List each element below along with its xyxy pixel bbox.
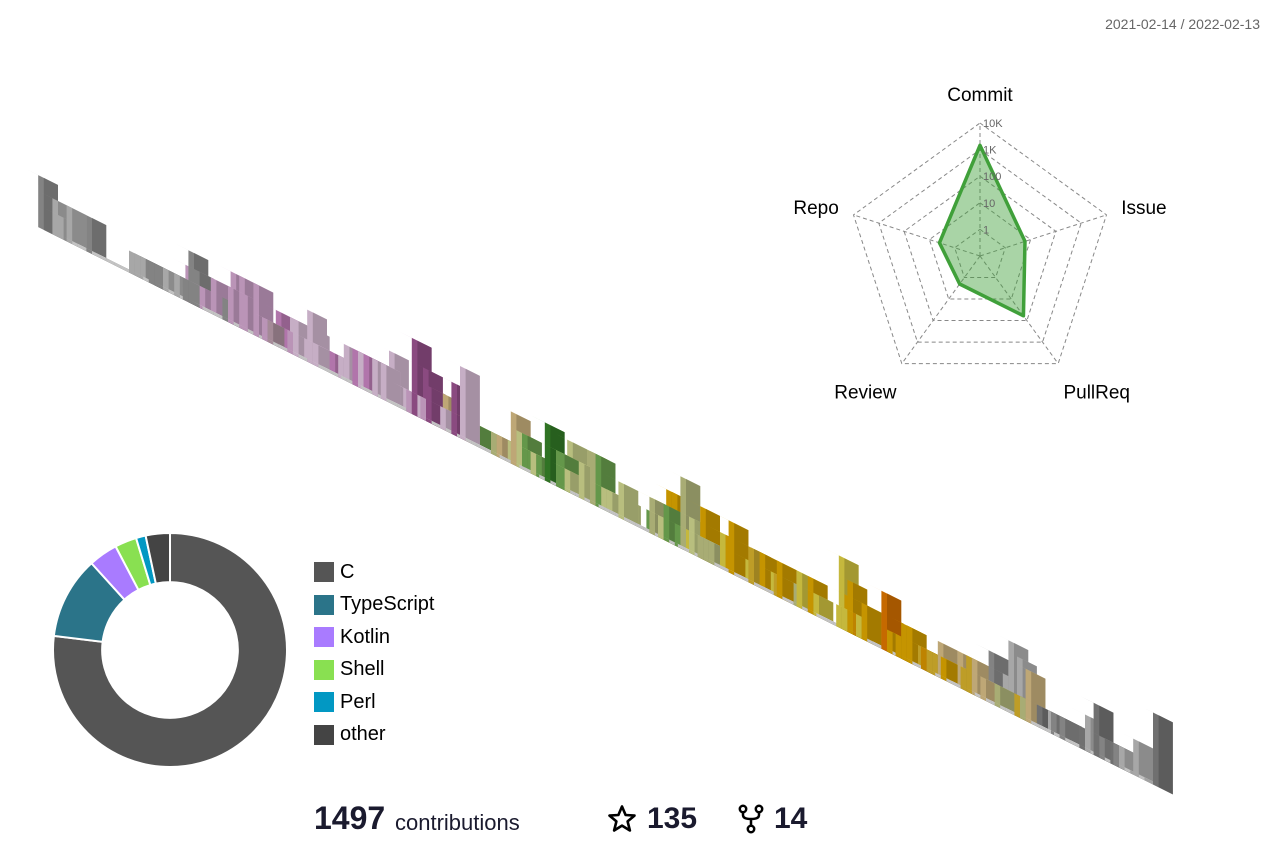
radar-axis-label: Commit — [947, 85, 1013, 106]
summary-footer: 1497 contributions 135 14 — [314, 800, 834, 840]
legend-label: TypeScript — [340, 593, 435, 616]
fork-icon — [738, 804, 764, 834]
legend-item: Perl — [314, 686, 434, 719]
contribution-count: 1497 — [314, 800, 386, 836]
contribution-label: contributions — [395, 810, 520, 835]
legend-label: Kotlin — [340, 625, 391, 648]
legend-item: C — [314, 556, 434, 589]
legend-swatch — [314, 659, 334, 680]
donut-slice — [144, 531, 171, 585]
forks-count: 14 — [774, 802, 808, 835]
calendar-day-cell — [847, 595, 882, 649]
calendar-day-cell — [253, 312, 288, 352]
radar-axis-label: Review — [834, 383, 897, 404]
forks-stat: 14 — [738, 802, 807, 836]
legend-item: Shell — [314, 654, 434, 687]
radar-scale-label: 100 — [983, 171, 1001, 183]
calendar-day-cell — [1119, 731, 1153, 785]
calendar-day-cell — [714, 513, 749, 583]
calendar-day-cell — [445, 358, 480, 448]
legend-item: other — [314, 719, 434, 752]
radar-axis-label: Issue — [1121, 198, 1166, 219]
legend-swatch — [314, 692, 334, 713]
radar-axis-label: Repo — [793, 198, 838, 219]
language-legend: C TypeScript Kotlin Shell Perl other — [314, 556, 434, 751]
donut-slice — [52, 531, 288, 768]
legend-swatch — [314, 724, 334, 745]
star-icon — [608, 805, 636, 832]
radar-scale-label: 1K — [983, 145, 997, 157]
legend-swatch — [314, 627, 334, 648]
radar-series — [937, 143, 1027, 318]
calendar-day-cell — [1138, 705, 1173, 795]
calendar-day-cell — [52, 198, 87, 252]
radar-axis-label: PullReq — [1063, 383, 1130, 404]
legend-label: Shell — [340, 658, 385, 681]
calendar-day-cell — [366, 355, 401, 409]
calendar-day-cell — [604, 474, 639, 528]
legend-label: other — [340, 723, 386, 746]
legend-swatch — [314, 594, 334, 615]
legend-label: C — [340, 560, 355, 583]
calendar-day-cell — [980, 676, 1015, 716]
date-range: 2021-02-14 / 2022-02-13 — [1105, 16, 1260, 32]
legend-swatch — [314, 562, 334, 583]
legend-item: Kotlin — [314, 621, 434, 654]
radar-scale-label: 10 — [983, 198, 995, 210]
stars-count: 135 — [647, 802, 698, 835]
radar-scale-label: 10K — [983, 118, 1003, 130]
legend-label: Perl — [340, 690, 376, 713]
radar-scale-label: 1 — [983, 224, 989, 236]
calendar-day-cell — [72, 208, 107, 262]
legend-item: TypeScript — [314, 589, 434, 622]
stars-stat: 135 — [607, 802, 697, 836]
